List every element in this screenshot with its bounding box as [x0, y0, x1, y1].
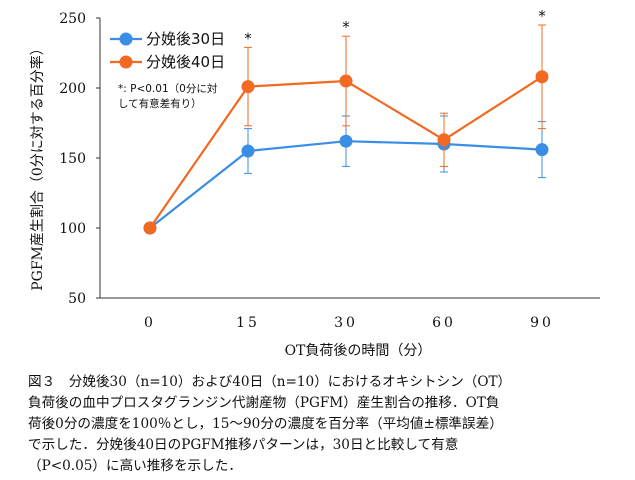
figure-caption: 図３ 分娩後30（n=10）および40日（n=10）におけるオキシトシン（OT）…	[28, 372, 624, 477]
caption-line: 負荷後の血中プロスタグランジン代謝産物（PGFM）産生割合の推移．OT負	[28, 395, 500, 411]
data-point	[339, 134, 353, 148]
y-tick-label: 100	[59, 221, 86, 237]
data-point	[437, 133, 451, 147]
data-point	[535, 143, 549, 157]
significance-marker: *	[244, 29, 252, 47]
data-point	[241, 144, 255, 158]
x-tick-label: 30	[334, 315, 358, 331]
data-point	[143, 221, 157, 235]
legend-label: 分娩後40日	[146, 53, 225, 71]
caption-line: （P<0.05）に高い推移を示した．	[28, 458, 242, 474]
y-tick-label: 150	[59, 151, 86, 167]
data-point	[241, 80, 255, 94]
series-2	[143, 24, 549, 235]
legend-label: 分娩後30日	[146, 30, 225, 48]
x-tick-label: 15	[236, 315, 260, 331]
x-tick-label: 90	[530, 315, 554, 331]
y-axis-label: PGFM産生割合（0分に対する百分率）	[29, 41, 46, 291]
note-line: して有意差有り）	[118, 97, 202, 110]
legend-swatch-marker	[119, 32, 133, 46]
y-tick-labels: 50 100 150 200 250	[59, 11, 86, 307]
y-tick-label: 250	[59, 11, 86, 27]
data-point	[339, 74, 353, 88]
line-chart: 50 100 150 200 250 0 15 30 60 90 * * * 分娩後30日分娩後40…	[29, 7, 600, 359]
x-axis-label: OT負荷後の時間（分）	[285, 343, 432, 359]
series-group: * * *	[143, 7, 549, 235]
x-tick-labels: 0 15 30 60 90	[144, 315, 554, 331]
legend-swatch-marker	[119, 55, 133, 69]
axes	[96, 17, 600, 299]
caption-line: 荷後0分の濃度を100％とし，15～90分の濃度を百分率（平均値±標準誤差）	[28, 416, 503, 432]
x-tick-label: 60	[432, 315, 456, 331]
y-tick-label: 50	[68, 291, 86, 307]
x-tick-label: 0	[144, 315, 156, 331]
caption-line: 図３ 分娩後30（n=10）および40日（n=10）におけるオキシトシン（OT）	[28, 374, 512, 390]
caption-line: で示した．分娩後40日のPGFM推移パターンは，30日と比較して有意	[28, 437, 459, 453]
y-tick-label: 200	[59, 81, 86, 97]
series-1	[143, 115, 549, 235]
note-line: *: P<0.01（0分に対	[118, 82, 218, 95]
data-point	[535, 70, 549, 84]
significance-marker: *	[538, 7, 546, 25]
significance-marker: *	[342, 18, 350, 36]
